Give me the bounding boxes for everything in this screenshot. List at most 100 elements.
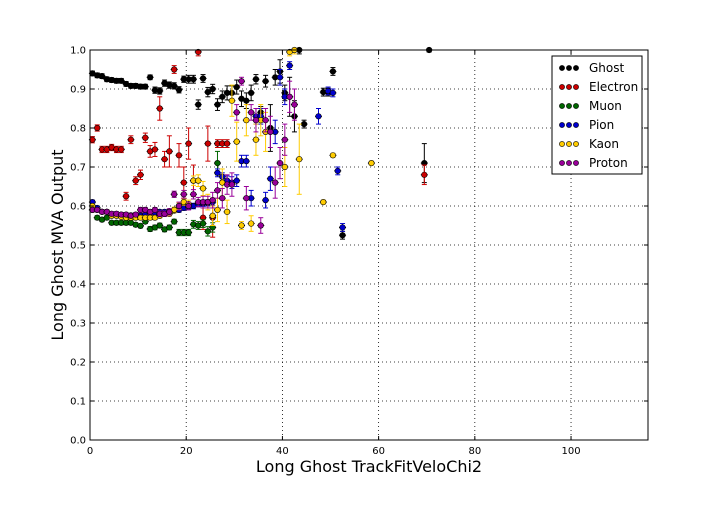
data-point — [286, 62, 293, 69]
data-point — [147, 74, 154, 81]
legend-label: Pion — [589, 118, 614, 132]
legend-item-ghost: Ghost — [559, 61, 624, 75]
data-point — [118, 146, 125, 153]
data-point — [233, 83, 240, 91]
legend-item-electron: Electron — [559, 80, 638, 94]
legend-marker — [573, 122, 579, 128]
legend-marker — [559, 122, 565, 128]
y-tick-label: 1.0 — [70, 46, 86, 57]
data-point — [243, 97, 250, 104]
data-point — [267, 175, 274, 182]
data-point — [233, 138, 240, 145]
legend-label: Proton — [589, 156, 628, 170]
data-point — [276, 160, 284, 167]
data-point — [171, 82, 178, 89]
data-point — [166, 148, 173, 155]
y-tick-label: 0.6 — [70, 202, 86, 213]
data-point — [175, 86, 183, 93]
data-point — [204, 228, 211, 235]
data-point — [214, 160, 221, 167]
series-proton — [88, 76, 298, 234]
y-tick-label: 0.3 — [70, 319, 86, 330]
data-point — [142, 83, 149, 90]
data-point — [281, 163, 288, 171]
data-point — [252, 136, 260, 143]
data-point — [185, 140, 192, 147]
data-point — [238, 222, 245, 229]
data-point — [257, 222, 264, 229]
data-point — [262, 197, 269, 204]
data-point — [175, 152, 183, 159]
data-point — [228, 97, 236, 104]
data-point — [223, 140, 231, 147]
data-point — [219, 195, 226, 202]
data-point — [233, 177, 240, 184]
legend-marker — [559, 160, 565, 166]
data-point — [151, 146, 159, 153]
data-point — [421, 171, 428, 178]
data-point — [252, 117, 260, 124]
y-tick-label: 0.4 — [70, 280, 86, 291]
data-point — [161, 156, 168, 163]
data-point — [238, 78, 245, 85]
data-point — [262, 78, 269, 85]
legend-label: Kaon — [589, 137, 619, 151]
legend-marker — [566, 141, 572, 147]
data-point — [175, 202, 183, 210]
data-point — [199, 220, 207, 227]
data-point — [156, 105, 163, 112]
data-point — [329, 68, 337, 75]
y-tick-label: 0.7 — [70, 163, 86, 174]
data-point — [296, 156, 303, 163]
legend-marker — [559, 84, 565, 90]
legend-marker — [559, 65, 565, 71]
data-point — [195, 101, 202, 108]
x-tick-label: 80 — [468, 446, 481, 457]
data-point — [209, 85, 216, 93]
y-tick-label: 0.5 — [70, 241, 86, 252]
y-tick-label: 0.2 — [70, 358, 86, 369]
data-point — [339, 232, 346, 239]
y-tick-label: 0.8 — [70, 124, 86, 135]
data-point — [329, 89, 337, 96]
legend-item-kaon: Kaon — [559, 137, 619, 151]
legend-marker — [573, 65, 579, 71]
data-point — [122, 193, 130, 200]
data-point — [156, 87, 163, 95]
data-point — [195, 177, 202, 184]
data-point — [171, 66, 178, 73]
legend-box — [551, 55, 643, 175]
data-point — [329, 152, 337, 159]
x-tick-label: 20 — [180, 446, 193, 457]
data-point — [281, 136, 288, 143]
data-point — [190, 191, 197, 198]
x-tick-label: 0 — [87, 446, 93, 457]
y-axis-title: Long Ghost MVA Output — [48, 149, 67, 340]
x-tick-label: 60 — [372, 446, 385, 457]
y-tick-label: 0.9 — [70, 85, 86, 96]
data-point — [214, 169, 221, 176]
data-point — [276, 74, 284, 81]
data-point — [195, 48, 202, 56]
data-point — [94, 124, 101, 132]
legend-item-proton: Proton — [559, 156, 628, 170]
legend-marker — [566, 84, 572, 90]
legend-item-muon: Muon — [559, 99, 622, 113]
data-point — [137, 222, 144, 229]
data-point — [233, 109, 240, 116]
data-point — [166, 224, 173, 231]
legend-marker — [573, 160, 579, 166]
legend-item-pion: Pion — [559, 118, 614, 132]
data-point — [180, 191, 187, 198]
data-point — [190, 76, 197, 83]
data-point — [156, 222, 163, 229]
legend-label: Electron — [589, 80, 638, 94]
data-point — [185, 202, 192, 210]
data-point — [267, 128, 274, 135]
data-point — [368, 160, 375, 167]
data-point — [214, 187, 221, 194]
data-point — [137, 171, 144, 178]
legend-marker — [559, 141, 565, 147]
data-point — [320, 199, 327, 206]
